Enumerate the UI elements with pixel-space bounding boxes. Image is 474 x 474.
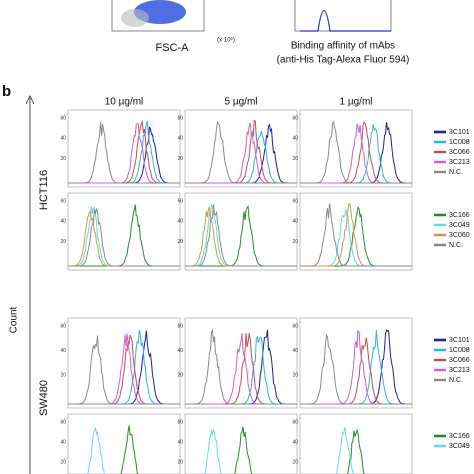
legend-label: 3C066 bbox=[449, 149, 470, 156]
legend-label: N.C. bbox=[449, 169, 463, 176]
legend-label: 3C066 bbox=[449, 357, 470, 364]
y-tick-label: 20 bbox=[292, 239, 298, 245]
y-tick-label: 20 bbox=[177, 459, 183, 465]
hist-frame bbox=[294, 0, 392, 32]
column-header: 1 µg/ml bbox=[340, 97, 373, 108]
scatter-frame bbox=[111, 0, 205, 32]
y-tick-label: 40 bbox=[292, 136, 298, 142]
histogram-curve bbox=[68, 335, 180, 405]
hist-curve bbox=[300, 9, 391, 32]
legend-label: 3C060 bbox=[449, 232, 470, 239]
y-tick-label: 20 bbox=[177, 239, 183, 245]
y-axis-label: Count bbox=[9, 306, 20, 333]
y-tick-label: 40 bbox=[177, 136, 183, 142]
y-tick-label: 20 bbox=[177, 373, 183, 379]
histogram-panel bbox=[184, 413, 298, 474]
axis-label: Binding affinity of mAbs bbox=[291, 41, 395, 52]
legend-label: 3C166 bbox=[449, 433, 470, 440]
histogram-panel bbox=[67, 413, 181, 474]
y-tick-label: 40 bbox=[60, 136, 66, 142]
histogram-curve bbox=[185, 204, 297, 267]
histogram-panel bbox=[184, 317, 298, 409]
y-tick-label: 60 bbox=[60, 419, 66, 425]
cell-line-label: SW480 bbox=[38, 380, 50, 416]
histogram-curve bbox=[300, 333, 412, 405]
y-tick-label: 40 bbox=[177, 439, 183, 445]
cell-line-label: HCT116 bbox=[38, 170, 50, 210]
y-tick-label: 60 bbox=[292, 198, 298, 204]
legend-label: 3C049 bbox=[449, 443, 470, 450]
y-tick-label: 40 bbox=[60, 348, 66, 354]
legend-label: N.C. bbox=[449, 377, 463, 384]
y-tick-label: 20 bbox=[292, 156, 298, 162]
y-tick-label: 60 bbox=[292, 419, 298, 425]
y-tick-label: 60 bbox=[177, 323, 183, 329]
histogram-panel bbox=[67, 317, 181, 409]
histogram-curve bbox=[300, 203, 412, 267]
y-tick-label: 40 bbox=[292, 348, 298, 354]
legend-label: 3C213 bbox=[449, 159, 470, 166]
column-header: 5 µg/ml bbox=[225, 97, 258, 108]
legend-label: 3C101 bbox=[449, 337, 470, 344]
arrow-head bbox=[25, 95, 35, 105]
y-tick-label: 60 bbox=[292, 323, 298, 329]
legend-label: N.C. bbox=[449, 242, 463, 249]
axis-label: FSC-A bbox=[156, 42, 190, 54]
y-tick-label: 40 bbox=[292, 439, 298, 445]
legend-label: 1C008 bbox=[449, 347, 470, 354]
histogram-panel bbox=[67, 192, 181, 271]
histogram-curve bbox=[347, 428, 365, 474]
y-tick-label: 20 bbox=[60, 459, 66, 465]
scatter-cloud bbox=[121, 9, 149, 27]
y-tick-label: 20 bbox=[292, 459, 298, 465]
y-tick-label: 60 bbox=[60, 323, 66, 329]
legend-label: 1C008 bbox=[449, 139, 470, 146]
histogram-panel bbox=[67, 109, 181, 188]
legend-label: 3C213 bbox=[449, 367, 470, 374]
y-tick-label: 20 bbox=[60, 156, 66, 162]
histogram-panel bbox=[299, 413, 413, 474]
y-tick-label: 60 bbox=[60, 115, 66, 121]
y-tick-label: 40 bbox=[60, 439, 66, 445]
y-tick-label: 40 bbox=[177, 348, 183, 354]
y-tick-label: 60 bbox=[292, 115, 298, 121]
y-tick-label: 20 bbox=[177, 156, 183, 162]
legend-label: 3C049 bbox=[449, 222, 470, 229]
histogram-panel bbox=[299, 192, 413, 271]
histogram-curve bbox=[185, 120, 297, 184]
y-tick-label: 40 bbox=[292, 219, 298, 225]
histogram-curve bbox=[185, 328, 297, 405]
y-tick-label: 60 bbox=[177, 115, 183, 121]
y-tick-label: 20 bbox=[60, 373, 66, 379]
y-tick-label: 60 bbox=[177, 198, 183, 204]
histogram-curve bbox=[68, 121, 180, 184]
y-tick-label: 40 bbox=[177, 219, 183, 225]
legend-label: 3C101 bbox=[449, 129, 470, 136]
histogram-curve bbox=[120, 425, 139, 474]
panel-label: b bbox=[2, 83, 11, 100]
y-tick-label: 60 bbox=[60, 198, 66, 204]
y-tick-label: 20 bbox=[60, 239, 66, 245]
axis-unit: (x 10⁶) bbox=[217, 37, 235, 44]
y-tick-label: 60 bbox=[177, 419, 183, 425]
y-tick-label: 20 bbox=[292, 373, 298, 379]
histogram-curve bbox=[300, 120, 412, 184]
column-header: 10 µg/ml bbox=[105, 97, 144, 108]
histogram-curve bbox=[234, 426, 253, 474]
axis-label: (anti-His Tag-Alexa Fluor 594) bbox=[277, 55, 410, 66]
legend-label: 3C166 bbox=[449, 212, 470, 219]
y-tick-label: 40 bbox=[60, 219, 66, 225]
top-strip: FSC-A (x 10⁶) Binding affinity of mAbs (… bbox=[111, 0, 410, 66]
histogram-curve bbox=[68, 207, 180, 267]
